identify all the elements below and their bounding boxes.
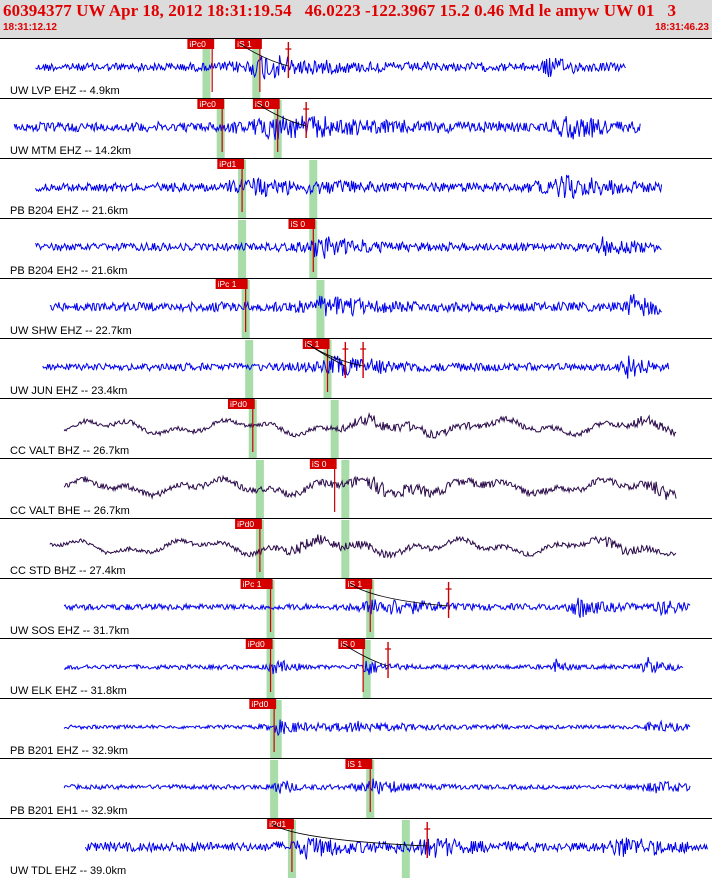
waveform xyxy=(35,236,662,259)
trace-label: UW SOS EHZ -- 31.7km xyxy=(10,625,129,637)
event-header: 60394377 UW Apr 18, 2012 18:31:19.54 46.… xyxy=(0,0,712,38)
amplitude-curve xyxy=(239,43,289,67)
trace-4: iS 0 PB B204 EH2 -- 21.6km xyxy=(10,219,662,278)
pick-window xyxy=(273,700,282,758)
pick-window xyxy=(238,220,247,278)
trace-14: iPd1 UW TDL EHZ -- 39.0km xyxy=(10,819,708,878)
pick-window xyxy=(401,820,410,878)
pick-tag: iS 1 xyxy=(347,759,362,769)
pick-tag: iPc0 xyxy=(199,99,216,109)
pick-window xyxy=(330,400,339,458)
event-title: 60394377 UW Apr 18, 2012 18:31:19.54 46.… xyxy=(3,1,677,20)
pick-tag: iS 0 xyxy=(312,459,327,469)
pick-tag: iS 0 xyxy=(290,219,305,229)
waveform xyxy=(63,719,691,737)
amplitude-curve xyxy=(257,103,307,127)
trace-13: iS 1 PB B201 EH1 -- 32.9km xyxy=(10,759,691,818)
end-time: 18:31:46.23 xyxy=(655,22,709,33)
pick-tag: iS 0 xyxy=(255,99,270,109)
waveform xyxy=(49,534,677,560)
waveform xyxy=(63,411,677,439)
waveform xyxy=(35,55,626,80)
pick-tag-box xyxy=(345,579,373,589)
trace-3: iPd1 PB B204 EHZ -- 21.6km xyxy=(10,159,663,218)
pick-tag-box xyxy=(338,639,366,649)
pick-window xyxy=(316,280,325,338)
trace-12: iPd0 PB B201 EHZ -- 32.9km xyxy=(10,699,691,758)
trace-10: iPc 1 iS 1 UW SOS EHZ -- 31.7km xyxy=(10,579,691,638)
pick-tag-box xyxy=(187,39,215,49)
amplitude-curve xyxy=(307,343,364,367)
pick-tag-box xyxy=(235,519,262,529)
pick-tag: iPd0 xyxy=(237,519,254,529)
pick-tag: iPc 1 xyxy=(218,279,237,289)
trace-6: iS 1 UW JUN EHZ -- 23.4km xyxy=(10,339,670,398)
pick-window xyxy=(270,760,279,818)
pick-tag-box xyxy=(217,159,245,169)
pick-tag-box xyxy=(302,339,330,349)
pick-tag: iPc0 xyxy=(189,39,206,49)
seismogram-plot: iPc0 iS 1 UW LVP EHZ -- 4.9km iPc0 iS 0 UW MT… xyxy=(0,38,712,878)
trace-9: iPd0 CC STD BHZ -- 27.4km xyxy=(10,519,677,578)
pick-tag-box xyxy=(245,639,273,649)
trace-label: PB B204 EHZ -- 21.6km xyxy=(10,205,128,217)
start-time: 18:31:12.12 xyxy=(3,22,57,33)
pick-tag: iPc 1 xyxy=(243,579,262,589)
trace-label: UW LVP EHZ -- 4.9km xyxy=(10,85,120,97)
pick-tag-box xyxy=(345,759,373,769)
waveform xyxy=(63,597,691,618)
trace-label: UW JUN EHZ -- 23.4km xyxy=(10,385,127,397)
waveform xyxy=(35,174,663,200)
trace-label: UW TDL EHZ -- 39.0km xyxy=(10,865,126,877)
pick-tag-box xyxy=(288,219,316,229)
trace-label: CC VALT BHE -- 26.7km xyxy=(10,505,130,517)
pick-tag: iPd0 xyxy=(230,399,247,409)
trace-11: iPd0 iS 0 UW ELK EHZ -- 31.8km xyxy=(10,639,684,698)
trace-5: iPc 1 UW SHW EHZ -- 22.7km xyxy=(10,279,662,338)
pick-tag: iPd1 xyxy=(269,819,286,829)
pick-tag-box xyxy=(215,279,248,289)
pick-tag-box xyxy=(309,459,337,469)
amplitude-curve xyxy=(271,823,428,847)
trace-label: UW SHW EHZ -- 22.7km xyxy=(10,325,132,337)
pick-tag: iS 1 xyxy=(305,339,320,349)
trace-label: UW ELK EHZ -- 31.8km xyxy=(10,685,127,697)
pick-tag: iPd0 xyxy=(248,639,265,649)
pick-tag: iPd1 xyxy=(219,159,236,169)
pick-tag-box xyxy=(240,579,273,589)
trace-label: CC STD BHZ -- 27.4km xyxy=(10,565,126,577)
waveform xyxy=(84,837,708,860)
pick-window xyxy=(341,460,350,518)
pick-tag-box xyxy=(227,399,255,409)
pick-window xyxy=(255,460,264,518)
waveform xyxy=(13,115,641,141)
pick-tag: iS 0 xyxy=(340,639,355,649)
amplitude-curve xyxy=(350,583,449,607)
pick-tag-box xyxy=(267,819,294,829)
trace-label: CC VALT BHZ -- 26.7km xyxy=(10,445,129,457)
pick-tag: iS 1 xyxy=(237,39,252,49)
trace-8: iS 0 CC VALT BHE -- 26.7km xyxy=(10,459,677,518)
pick-tag-box xyxy=(197,99,225,109)
trace-label: PB B201 EHZ -- 32.9km xyxy=(10,745,128,757)
waveform xyxy=(63,474,677,500)
pick-tag: iS 1 xyxy=(347,579,362,589)
waveform xyxy=(42,355,670,379)
trace-label: UW MTM EHZ -- 14.2km xyxy=(10,145,131,157)
pick-tag: iPd0 xyxy=(251,699,268,709)
waveform xyxy=(63,656,684,675)
pick-tag-box xyxy=(235,39,262,49)
waveform xyxy=(49,293,662,318)
trace-label: PB B201 EH1 -- 32.9km xyxy=(10,805,127,817)
trace-label: PB B204 EH2 -- 21.6km xyxy=(10,265,127,277)
amplitude-curve xyxy=(342,643,389,667)
trace-1: iPc0 iS 1 UW LVP EHZ -- 4.9km xyxy=(10,39,626,98)
trace-2: iPc0 iS 0 UW MTM EHZ -- 14.2km xyxy=(10,99,641,158)
trace-7: iPd0 CC VALT BHZ -- 26.7km xyxy=(10,399,677,458)
waveform xyxy=(63,778,691,795)
pick-tag-box xyxy=(252,99,280,109)
pick-tag-box xyxy=(249,699,277,709)
